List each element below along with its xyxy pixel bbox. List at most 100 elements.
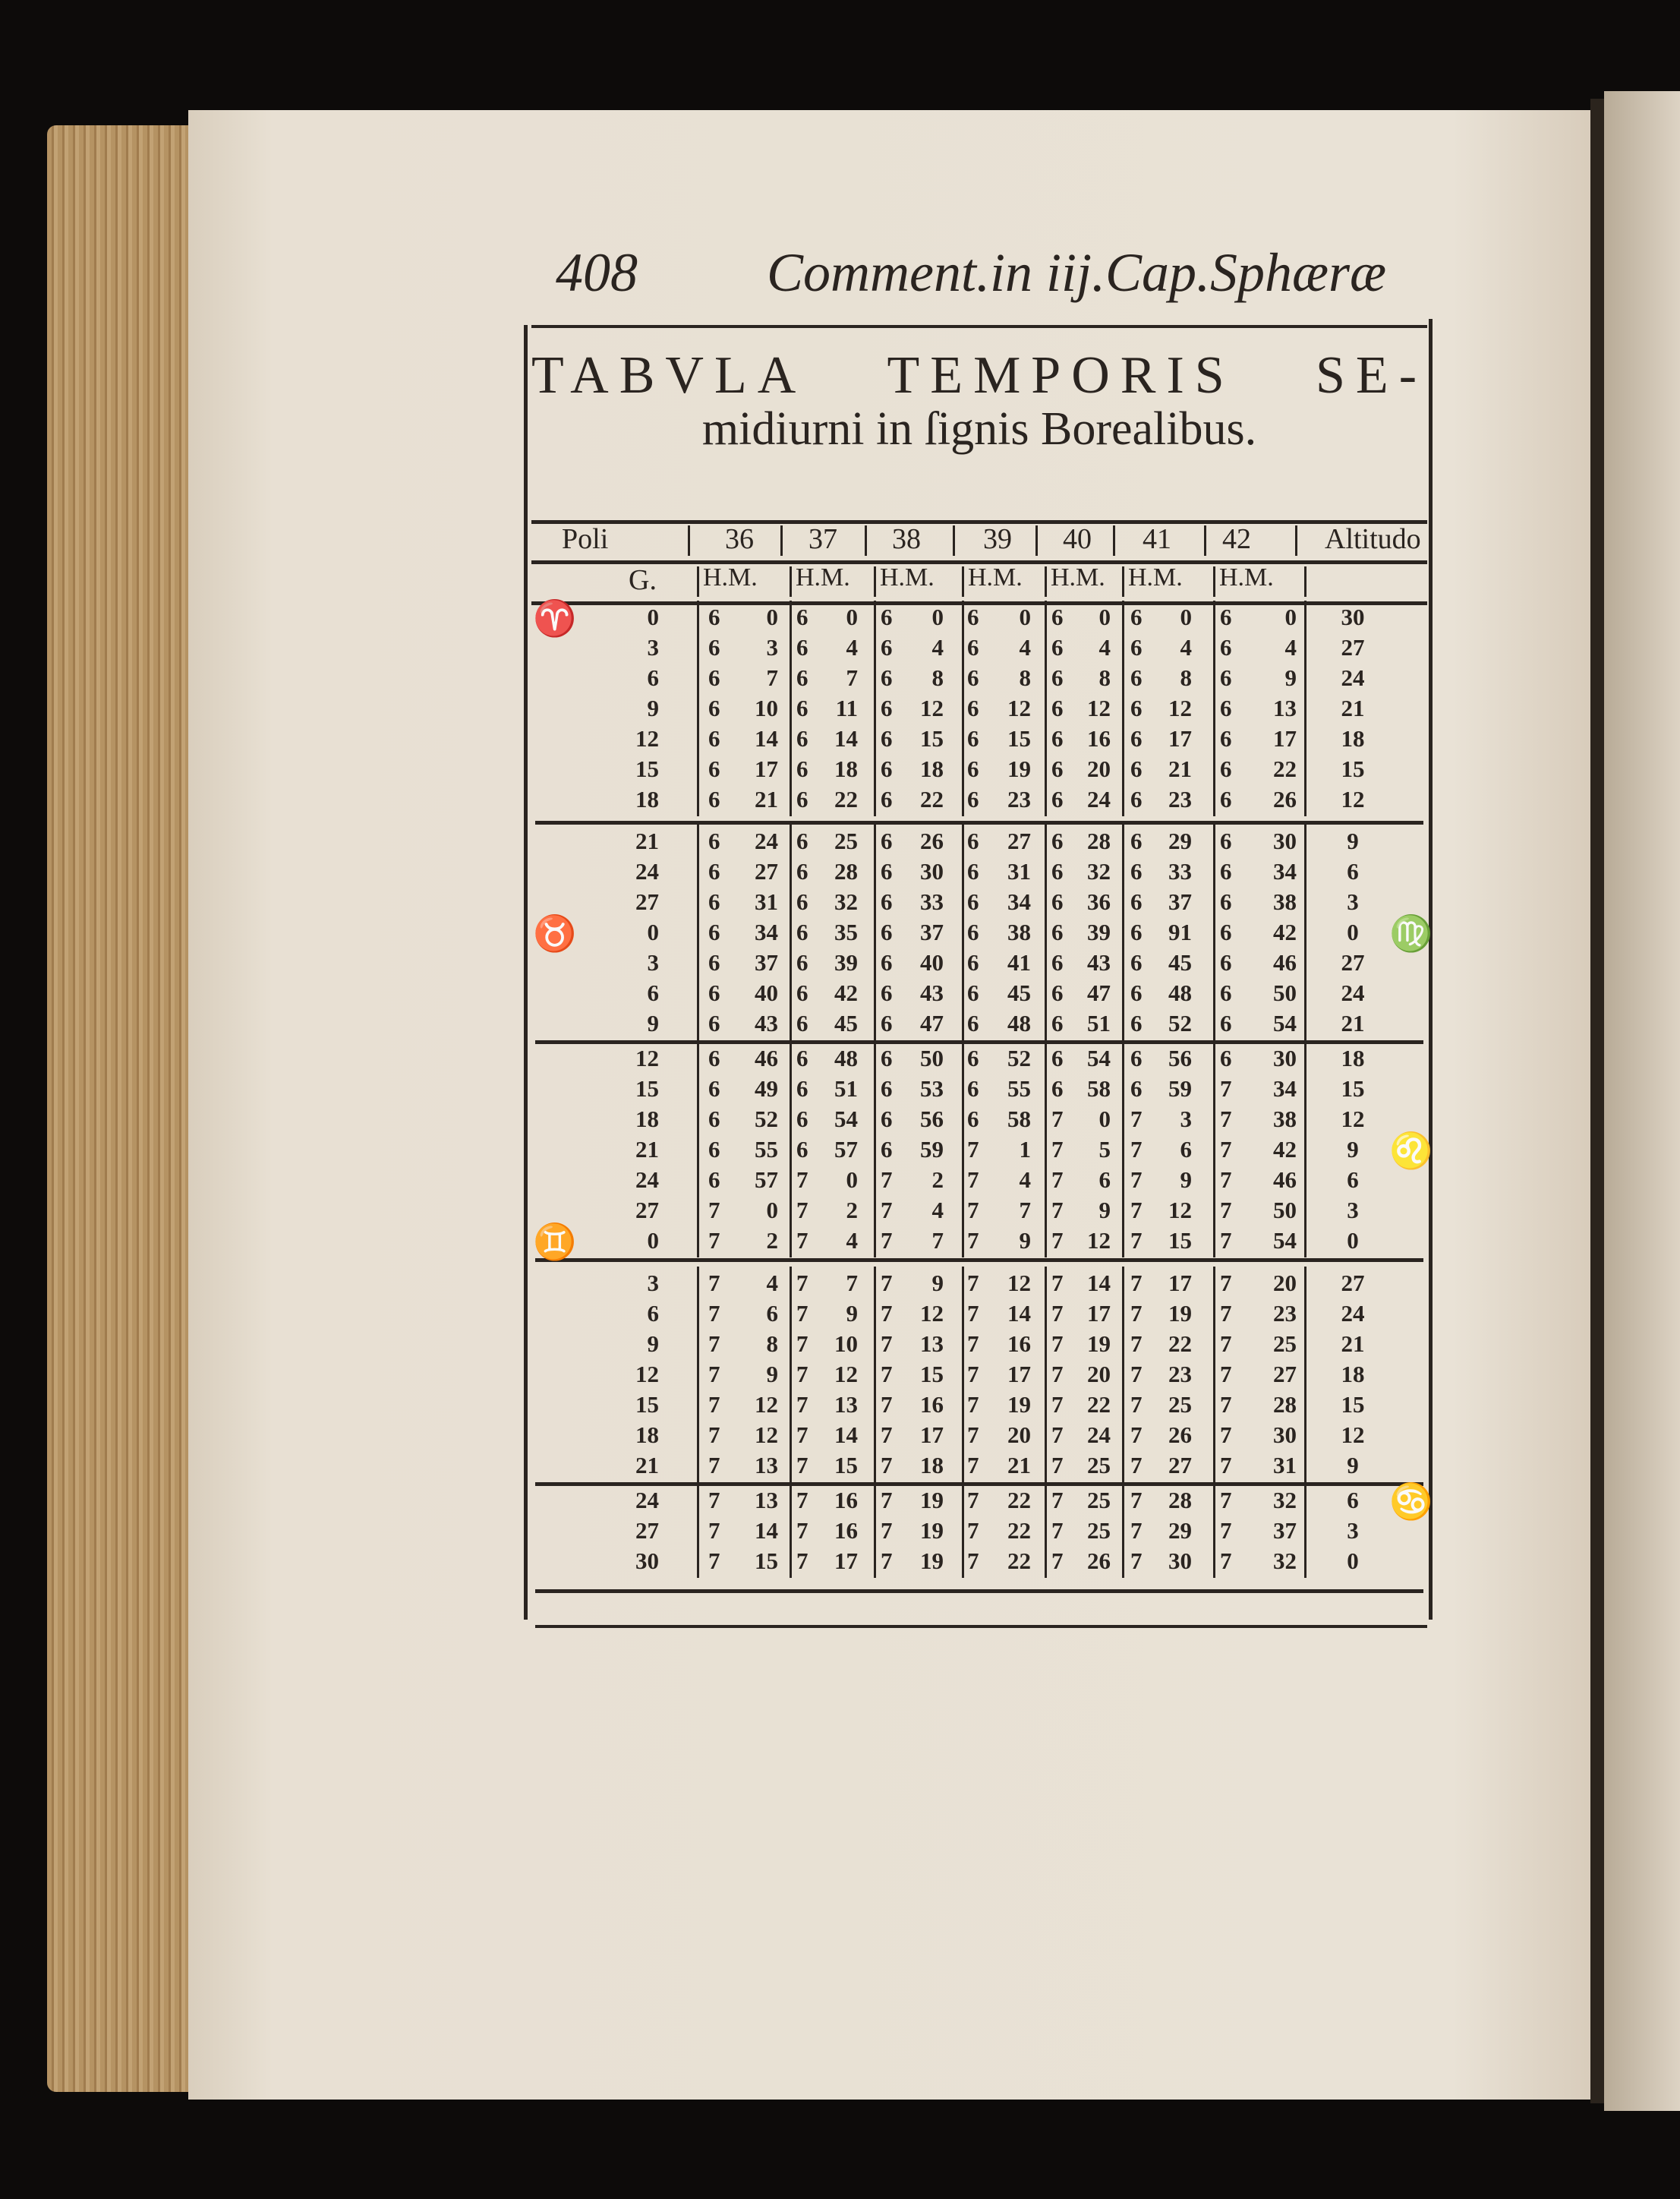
minutes-cell: 32 bbox=[1087, 858, 1111, 885]
hours-cell: 6 bbox=[708, 1045, 720, 1071]
minutes-cell: 17 bbox=[1087, 1300, 1111, 1327]
minutes-cell: 48 bbox=[1168, 980, 1192, 1006]
degree-cell: 24 bbox=[635, 858, 659, 885]
minutes-cell: 17 bbox=[755, 756, 778, 782]
altitudo-cell: 12 bbox=[1341, 1421, 1365, 1448]
column-divider bbox=[874, 825, 876, 1040]
hours-cell: 6 bbox=[1220, 1010, 1232, 1036]
minutes-cell: 13 bbox=[920, 1330, 944, 1357]
minutes-cell: 37 bbox=[755, 949, 778, 976]
hours-cell: 6 bbox=[881, 1010, 893, 1036]
header-latitude: 40 bbox=[1063, 523, 1092, 555]
minutes-cell: 0 bbox=[766, 604, 779, 630]
hours-cell: 7 bbox=[881, 1517, 893, 1544]
taurus-sign-icon: ♉ bbox=[533, 914, 577, 953]
table-title: TABVLA TEMPORIS SE- bbox=[531, 345, 1427, 406]
group-rule bbox=[535, 1258, 1423, 1262]
hours-cell: 7 bbox=[1130, 1452, 1143, 1478]
hours-cell: 6 bbox=[708, 949, 720, 976]
hours-cell: 7 bbox=[1130, 1487, 1143, 1513]
hours-cell: 7 bbox=[796, 1197, 808, 1223]
table-rule bbox=[531, 520, 1427, 524]
minutes-cell: 17 bbox=[1168, 725, 1192, 752]
hours-cell: 6 bbox=[1130, 786, 1143, 812]
minutes-cell: 32 bbox=[834, 888, 858, 915]
hours-cell: 7 bbox=[1220, 1197, 1232, 1223]
minutes-cell: 54 bbox=[1273, 1010, 1297, 1036]
minutes-cell: 25 bbox=[1087, 1487, 1111, 1513]
hours-cell: 6 bbox=[796, 1136, 808, 1163]
minutes-cell: 14 bbox=[834, 725, 858, 752]
minutes-cell: 12 bbox=[834, 1361, 858, 1387]
minutes-cell: 18 bbox=[834, 756, 858, 782]
hours-cell: 6 bbox=[708, 919, 720, 945]
minutes-cell: 30 bbox=[920, 858, 944, 885]
minutes-cell: 46 bbox=[755, 1045, 778, 1071]
minutes-cell: 4 bbox=[1019, 634, 1032, 661]
altitudo-cell: 3 bbox=[1347, 1197, 1359, 1223]
minutes-cell: 5 bbox=[1098, 1136, 1111, 1163]
minutes-cell: 22 bbox=[1007, 1487, 1031, 1513]
hours-cell: 7 bbox=[708, 1487, 720, 1513]
column-divider bbox=[1304, 1042, 1306, 1257]
minutes-cell: 38 bbox=[1273, 1106, 1297, 1132]
hours-cell: 6 bbox=[1220, 725, 1232, 752]
minutes-cell: 21 bbox=[1007, 1452, 1031, 1478]
hours-cell: 6 bbox=[1130, 695, 1143, 721]
hours-cell: 7 bbox=[708, 1548, 720, 1574]
hours-cell: 7 bbox=[1051, 1391, 1064, 1418]
hours-cell: 6 bbox=[1130, 1045, 1143, 1071]
altitudo-cell: 15 bbox=[1341, 756, 1365, 782]
hours-cell: 7 bbox=[1130, 1166, 1143, 1193]
altitudo-cell: 3 bbox=[1347, 1517, 1359, 1544]
column-divider bbox=[1213, 825, 1215, 1040]
hours-cell: 7 bbox=[796, 1452, 808, 1478]
minutes-cell: 6 bbox=[766, 1300, 779, 1327]
hours-cell: 7 bbox=[967, 1197, 979, 1223]
hours-cell: 6 bbox=[881, 756, 893, 782]
minutes-cell: 56 bbox=[1168, 1045, 1192, 1071]
hours-cell: 7 bbox=[1220, 1452, 1232, 1478]
column-divider bbox=[1045, 825, 1047, 1040]
minutes-cell: 4 bbox=[1019, 1166, 1032, 1193]
minutes-cell: 46 bbox=[1273, 1166, 1297, 1193]
column-divider bbox=[790, 1484, 792, 1578]
minutes-cell: 20 bbox=[1273, 1270, 1297, 1296]
hours-cell: 6 bbox=[1130, 1075, 1143, 1102]
column-divider bbox=[1304, 1484, 1306, 1578]
hours-cell: 6 bbox=[1051, 858, 1064, 885]
minutes-cell: 50 bbox=[1273, 980, 1297, 1006]
hours-cell: 6 bbox=[967, 828, 979, 854]
minutes-cell: 22 bbox=[834, 786, 858, 812]
hours-cell: 7 bbox=[796, 1270, 808, 1296]
column-divider bbox=[1045, 601, 1047, 816]
hours-cell: 7 bbox=[1130, 1330, 1143, 1357]
header-divider bbox=[1213, 566, 1215, 597]
minutes-cell: 19 bbox=[920, 1487, 944, 1513]
hours-cell: 6 bbox=[796, 980, 808, 1006]
column-divider bbox=[790, 1267, 792, 1482]
altitudo-cell: 18 bbox=[1341, 725, 1365, 752]
hours-cell: 6 bbox=[708, 828, 720, 854]
minutes-cell: 13 bbox=[755, 1487, 778, 1513]
degree-cell: 15 bbox=[635, 756, 659, 782]
book-gutter bbox=[1590, 99, 1604, 2103]
altitudo-cell: 27 bbox=[1341, 634, 1365, 661]
altitudo-cell: 27 bbox=[1341, 1270, 1365, 1296]
minutes-cell: 16 bbox=[920, 1391, 944, 1418]
hours-cell: 6 bbox=[1220, 695, 1232, 721]
minutes-cell: 23 bbox=[1168, 786, 1192, 812]
altitudo-cell: 15 bbox=[1341, 1391, 1365, 1418]
hours-cell: 7 bbox=[796, 1548, 808, 1574]
minutes-cell: 37 bbox=[1273, 1517, 1297, 1544]
hours-cell: 7 bbox=[881, 1300, 893, 1327]
group-rule bbox=[535, 1040, 1423, 1044]
header-divider bbox=[780, 525, 783, 556]
header-latitude: 41 bbox=[1143, 523, 1171, 555]
hours-cell: 7 bbox=[796, 1330, 808, 1357]
altitudo-cell: 9 bbox=[1347, 1136, 1359, 1163]
hours-cell: 6 bbox=[1130, 1010, 1143, 1036]
hours-cell: 6 bbox=[708, 725, 720, 752]
altitudo-cell: 21 bbox=[1341, 1330, 1365, 1357]
minutes-cell: 28 bbox=[834, 858, 858, 885]
